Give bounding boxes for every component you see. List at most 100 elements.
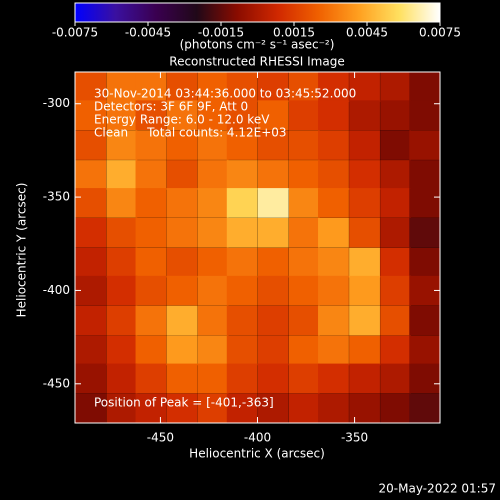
heatmap-cell (197, 393, 229, 424)
heatmap-cell (226, 335, 258, 366)
footer-date: 20-May-2022 01:57 (379, 482, 496, 496)
heatmap-cell (288, 188, 320, 218)
heatmap-cell (166, 275, 198, 306)
heatmap-cell (409, 72, 441, 103)
heatmap-cell (409, 335, 441, 366)
heatmap-cell (166, 247, 198, 278)
heatmap-cell (349, 160, 380, 190)
heatmap-cell (226, 247, 258, 278)
colorbar-tick-label: 0.0045 (346, 26, 388, 40)
heatmap-cell (166, 130, 198, 160)
heatmap-cell (409, 393, 441, 424)
heatmap-cell (257, 100, 289, 131)
heatmap-cell (409, 160, 441, 190)
heatmap-cell (409, 247, 441, 278)
heatmap-cell (349, 247, 380, 278)
heatmap-cell (318, 188, 349, 218)
heatmap-cell (257, 188, 289, 218)
annotation: Energy Range: 6.0 - 12.0 keV (94, 113, 270, 127)
heatmap-cell (135, 217, 167, 248)
heatmap-cell (226, 305, 258, 336)
heatmap-cell (349, 130, 380, 160)
heatmap-cell (166, 100, 198, 131)
heatmap-cell (106, 72, 138, 103)
heatmap-cell (135, 247, 167, 278)
heatmap-cell (226, 275, 258, 306)
heatmap-cell (226, 100, 258, 131)
heatmap-cell (257, 72, 289, 103)
heatmap-cell (349, 393, 380, 424)
heatmap-cell (288, 363, 320, 394)
x-tick-label: -400 (244, 431, 271, 445)
heatmap-cell (75, 363, 107, 394)
heatmap-cell (409, 188, 441, 218)
heatmap-cell (257, 247, 289, 278)
colorbar-tick-label: 0.0075 (419, 26, 461, 40)
heatmap-cell (166, 305, 198, 336)
heatmap-cell (226, 130, 258, 160)
heatmap-cell (349, 305, 380, 336)
heatmap-cell (106, 363, 138, 394)
heatmap-cell (106, 275, 138, 306)
heatmap-cell (380, 335, 412, 366)
heatmap-cell (257, 363, 289, 394)
colorbar-tick-label: -0.0075 (52, 26, 98, 40)
peak-label: Position of Peak = [-401,-363] (94, 396, 274, 410)
heatmap-cell (135, 160, 167, 190)
colorbar-tick-label: -0.0045 (125, 26, 171, 40)
heatmap-cell (75, 100, 107, 131)
heatmap-cell (318, 363, 349, 394)
heatmap-cell (349, 188, 380, 218)
colorbar-label: (photons cm⁻² s⁻¹ asec⁻²) (180, 38, 335, 52)
heatmap-cell (288, 72, 320, 103)
heatmap-cell (226, 160, 258, 190)
heatmap-cell (197, 130, 229, 160)
heatmap-cell (135, 363, 167, 394)
heatmap-cell (197, 160, 229, 190)
heatmap-cell (106, 247, 138, 278)
heatmap-cell (349, 363, 380, 394)
heatmap-cell (380, 160, 412, 190)
y-tick-label: -300 (43, 96, 70, 110)
heatmap-cell (318, 305, 349, 336)
colorbar-tick-label: 0.0015 (273, 26, 315, 40)
heatmap-cell (409, 100, 441, 131)
heatmap-cell (349, 217, 380, 248)
heatmap-cell (75, 247, 107, 278)
heatmap-cell (197, 305, 229, 336)
x-tick-label: -350 (341, 431, 368, 445)
colorbar-tick-label: -0.0015 (198, 26, 244, 40)
heatmap-cell (197, 72, 229, 103)
heatmap-cell (288, 305, 320, 336)
heatmap-cell (257, 335, 289, 366)
heatmap-cell (166, 72, 198, 103)
heatmap-cell (257, 275, 289, 306)
heatmap-cell (226, 393, 258, 424)
heatmap-cell (106, 130, 138, 160)
heatmap-cell (197, 188, 229, 218)
heatmap-cell (197, 247, 229, 278)
heatmap-cell (257, 393, 289, 424)
heatmap-cell (166, 393, 198, 424)
heatmap-cell (318, 335, 349, 366)
heatmap-cell (409, 217, 441, 248)
heatmap-cell (106, 100, 138, 131)
heatmap-cell (288, 393, 320, 424)
annotation: 30-Nov-2014 03:44:36.000 to 03:45:52.000 (94, 87, 356, 101)
heatmap-cell (75, 188, 107, 218)
heatmap-cell (318, 217, 349, 248)
heatmap-cell (380, 72, 412, 103)
heatmap-cell (409, 130, 441, 160)
heatmap-cell (166, 217, 198, 248)
heatmap-cell (318, 247, 349, 278)
heatmap-cell (257, 217, 289, 248)
heatmap-cell (380, 247, 412, 278)
heatmap-cell (318, 100, 349, 131)
heatmap-cell (349, 100, 380, 131)
heatmap-cell (75, 335, 107, 366)
heatmap-cell (135, 393, 167, 424)
heatmap-cell (226, 72, 258, 103)
annotation: Detectors: 3F 6F 9F, Att 0 (94, 100, 248, 114)
heatmap-cell (257, 160, 289, 190)
